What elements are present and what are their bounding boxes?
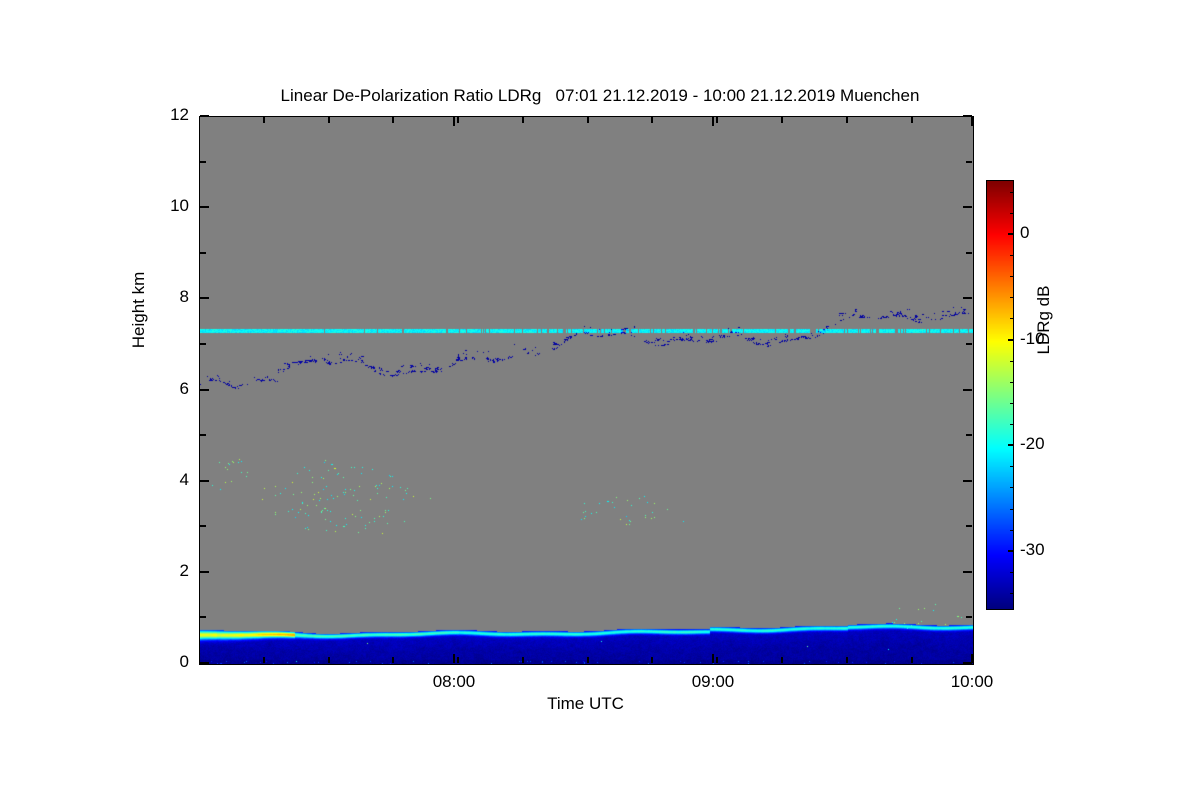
x-tick-major (453, 654, 455, 663)
x-tick-minor (392, 657, 394, 663)
colorbar-tick-minor (1010, 255, 1014, 256)
y-tick-minor-right (966, 434, 972, 436)
y-tick-major (200, 115, 209, 117)
y-tick-major-right (963, 662, 972, 664)
y-tick-minor-right (966, 343, 972, 345)
colorbar-tick-minor (1010, 318, 1014, 319)
colorbar-tick-label: -10 (1020, 329, 1045, 348)
y-tick-label: 4 (179, 470, 189, 489)
x-tick-minor (781, 657, 783, 663)
colorbar-tick-minor (1010, 509, 1014, 510)
y-tick-label: 12 (170, 105, 189, 124)
y-tick-major-right (963, 206, 972, 208)
colorbar-tick-minor (1010, 593, 1014, 594)
x-tick-minor-top (457, 117, 459, 123)
colorbar-tick-minor (1010, 572, 1014, 573)
colorbar-tick-label: 0 (1020, 223, 1030, 242)
colorbar-tick (1008, 550, 1014, 552)
x-tick-minor-top (392, 117, 394, 123)
x-tick-minor-top (522, 117, 524, 123)
x-tick-minor (846, 657, 848, 663)
x-tick-label: 10:00 (950, 672, 994, 691)
colorbar-axis-title: LDRg dB (1034, 285, 1053, 355)
y-tick-label: 10 (170, 196, 189, 215)
y-tick-major-right (963, 297, 972, 299)
y-tick-major-right (963, 389, 972, 391)
y-tick-minor (200, 161, 206, 163)
colorbar-tick-label: -20 (1020, 434, 1045, 453)
y-tick-minor-right (966, 616, 972, 618)
x-tick-minor (263, 657, 265, 663)
colorbar-tick-minor (1010, 530, 1014, 531)
x-tick-minor (457, 657, 459, 663)
x-tick-minor-top (911, 117, 913, 123)
y-tick-major (200, 662, 209, 664)
colorbar-tick (1008, 233, 1014, 235)
y-tick-major-right (963, 115, 972, 117)
x-tick-minor (651, 657, 653, 663)
colorbar (986, 180, 1014, 610)
y-tick-major-right (963, 571, 972, 573)
y-tick-label: 6 (179, 379, 189, 398)
y-tick-major (200, 206, 209, 208)
x-tick-major (971, 654, 973, 663)
y-tick-major (200, 571, 209, 573)
y-tick-label: 8 (179, 287, 189, 306)
colorbar-tick-minor (1010, 361, 1014, 362)
x-tick-major-top (712, 117, 714, 126)
plot-title: Linear De-Polarization Ratio LDRg 07:01 … (280, 86, 920, 105)
y-tick-minor-right (966, 252, 972, 254)
colorbar-tick (1008, 339, 1014, 341)
x-tick-minor-top (846, 117, 848, 123)
x-tick-minor-top (328, 117, 330, 123)
x-tick-minor-top (651, 117, 653, 123)
y-tick-minor (200, 616, 206, 618)
colorbar-tick-minor (1010, 403, 1014, 404)
colorbar-tick-minor (1010, 424, 1014, 425)
colorbar-tick-minor (1010, 466, 1014, 467)
x-tick-minor (911, 657, 913, 663)
colorbar-tick-minor (1010, 192, 1014, 193)
colorbar-tick-minor (1010, 213, 1014, 214)
x-tick-label: 08:00 (432, 672, 476, 691)
y-tick-minor (200, 343, 206, 345)
colorbar-tick-minor (1010, 276, 1014, 277)
x-tick-major-top (453, 117, 455, 126)
x-tick-minor-top (781, 117, 783, 123)
x-tick-minor-top (263, 117, 265, 123)
y-tick-major-right (963, 480, 972, 482)
x-tick-minor-top (587, 117, 589, 123)
y-tick-major (200, 480, 209, 482)
y-tick-label: 0 (179, 652, 189, 671)
x-tick-minor (328, 657, 330, 663)
x-tick-major-top (971, 117, 973, 126)
y-tick-minor-right (966, 525, 972, 527)
colorbar-tick-minor (1010, 382, 1014, 383)
x-tick-minor (522, 657, 524, 663)
y-axis-title: Height km (129, 271, 148, 349)
colorbar-tick-label: -30 (1020, 540, 1045, 559)
x-axis-title: Time UTC (547, 694, 624, 713)
x-tick-minor (587, 657, 589, 663)
y-tick-minor (200, 252, 206, 254)
x-tick-minor-top (716, 117, 718, 123)
ldr-heatmap-canvas (200, 117, 973, 664)
y-tick-major (200, 389, 209, 391)
x-tick-label: 09:00 (691, 672, 735, 691)
x-tick-major (712, 654, 714, 663)
colorbar-gradient (986, 180, 1014, 610)
y-tick-minor (200, 525, 206, 527)
x-tick-minor (716, 657, 718, 663)
colorbar-tick-minor (1010, 487, 1014, 488)
plot-area (199, 116, 974, 665)
y-tick-major (200, 297, 209, 299)
colorbar-tick-minor (1010, 297, 1014, 298)
colorbar-tick (1008, 444, 1014, 446)
y-tick-minor-right (966, 161, 972, 163)
y-tick-label: 2 (179, 561, 189, 580)
y-tick-minor (200, 434, 206, 436)
